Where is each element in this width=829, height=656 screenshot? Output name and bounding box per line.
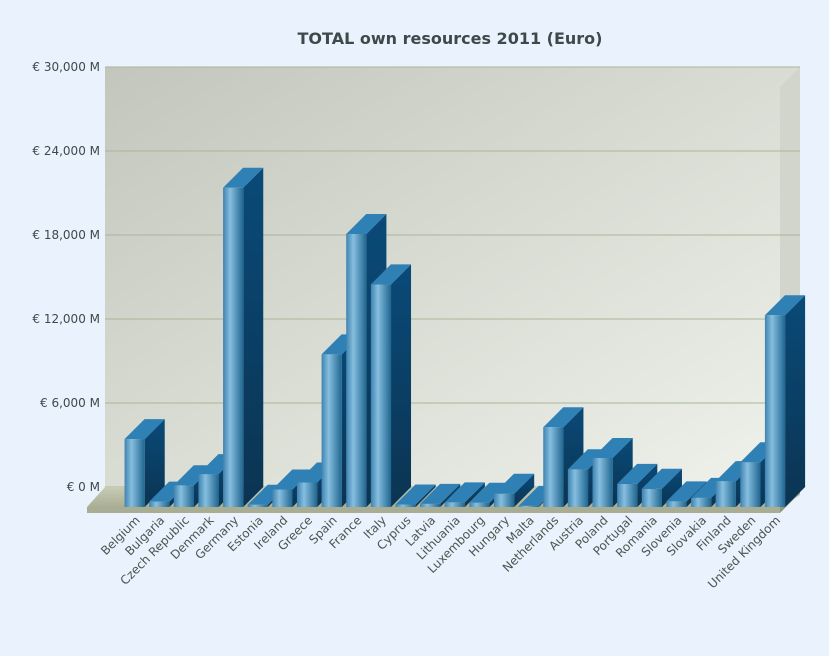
bar [493, 493, 515, 507]
bar [149, 501, 170, 507]
bar-top [543, 407, 584, 428]
bar-top [272, 469, 313, 490]
bar-side [440, 483, 461, 507]
y-tick-label: € 6,000 M [40, 396, 100, 410]
bar [641, 488, 662, 507]
bar [223, 187, 244, 508]
bar [592, 458, 613, 507]
bar [567, 469, 589, 507]
chart-title: TOTAL own resources 2011 (Euro) [298, 29, 603, 48]
bar [764, 315, 786, 507]
bar-top [641, 468, 682, 489]
bar-side [514, 473, 535, 507]
floor-front [87, 507, 780, 513]
y-tick-label: € 18,000 M [32, 228, 100, 242]
bar [444, 502, 465, 507]
bar [124, 439, 145, 507]
bar [420, 503, 441, 507]
bar-side [415, 484, 436, 507]
bar [715, 481, 736, 507]
bar-top [223, 167, 264, 188]
bar-top [592, 438, 633, 458]
bar-top [346, 214, 387, 234]
y-tick-label: € 24,000 M [32, 144, 100, 158]
bar-top [124, 419, 165, 440]
bar-side [661, 468, 682, 507]
bar [617, 483, 638, 507]
bar [370, 284, 392, 507]
bar-side [243, 167, 264, 508]
bar-top [617, 463, 658, 484]
bar-top [764, 295, 806, 316]
bar [296, 482, 318, 507]
y-tick-label: € 12,000 M [32, 312, 100, 326]
plot-back-wall [105, 67, 800, 487]
bar-top [666, 481, 707, 502]
y-tick-label: € 0 M [67, 480, 100, 494]
bar [543, 427, 564, 507]
bar-top [469, 482, 510, 503]
bar-side [464, 482, 485, 507]
bar-side [785, 295, 806, 507]
bar [272, 489, 293, 507]
bar [321, 354, 342, 507]
bar-side [144, 419, 165, 507]
bar-top [493, 473, 535, 494]
bar [198, 474, 219, 507]
bar [395, 504, 416, 507]
bar [691, 497, 712, 507]
bar [740, 462, 761, 507]
bar-top [395, 484, 436, 505]
bar-top [444, 482, 485, 503]
bar [346, 234, 367, 507]
bar [247, 504, 268, 507]
bar [518, 505, 539, 507]
y-tick-label: € 30,000 M [32, 60, 100, 74]
bar [469, 502, 490, 507]
bar [666, 501, 687, 507]
bar-top [370, 264, 412, 285]
bar-side [391, 264, 412, 507]
bar [173, 485, 194, 507]
bar-top [420, 483, 461, 504]
